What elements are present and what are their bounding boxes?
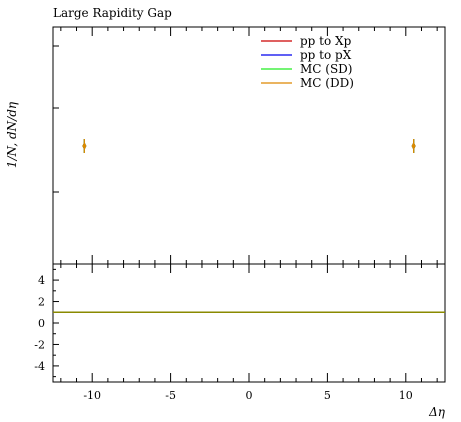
x-tick-label: -10 [83,389,101,402]
x-axis-label: Δη [428,405,446,419]
x-tick-label: 10 [399,389,413,402]
ratio-tick-label: -4 [34,360,45,373]
data-point-marker [411,142,416,150]
ratio-tick-label: -2 [34,338,45,351]
ratio-tick-label: 0 [38,317,45,330]
ratio-tick-label: 2 [38,296,45,309]
legend-label: pp to pX [300,48,352,62]
legend-label: pp to Xp [300,34,352,48]
x-tick-label: 5 [324,389,331,402]
ratio-panel [52,263,446,383]
legend-label: MC (DD) [300,76,354,90]
x-tick-label: -5 [165,389,176,402]
y-axis-label: 1/N, dN/dη [5,101,19,168]
ratio-y-axis-ticks: 4 2 0 -2 -4 [34,268,59,378]
x-axis-ticks: -10 -5 0 5 10 [60,27,438,402]
data-points [82,139,416,153]
main-panel [52,26,446,265]
legend-label: MC (SD) [300,62,353,76]
data-point-marker [82,142,87,150]
x-tick-label: 0 [246,389,253,402]
chart-title: Large Rapidity Gap [53,6,172,20]
ratio-tick-label: 4 [38,274,45,287]
y-axis-ticks [53,45,59,193]
